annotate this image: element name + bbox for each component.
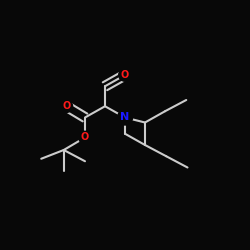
Text: O: O bbox=[62, 101, 70, 111]
Circle shape bbox=[79, 131, 91, 144]
Circle shape bbox=[118, 110, 132, 125]
Circle shape bbox=[119, 69, 131, 81]
Text: N: N bbox=[120, 112, 130, 122]
Text: O: O bbox=[121, 70, 129, 80]
Text: O: O bbox=[81, 132, 89, 142]
Circle shape bbox=[60, 100, 72, 112]
